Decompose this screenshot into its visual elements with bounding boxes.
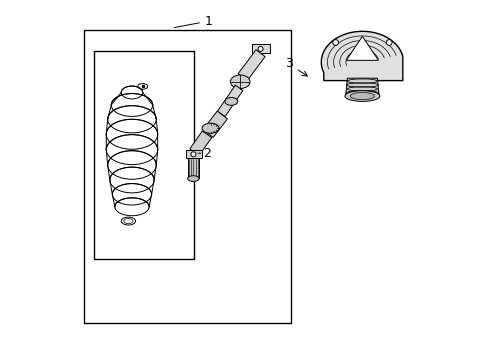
Polygon shape <box>203 111 227 138</box>
Circle shape <box>258 46 263 51</box>
Polygon shape <box>217 85 243 117</box>
Bar <box>83 30 290 323</box>
Ellipse shape <box>349 93 374 100</box>
Ellipse shape <box>230 75 249 89</box>
Text: 3: 3 <box>285 57 307 76</box>
Bar <box>94 51 194 258</box>
Ellipse shape <box>224 98 237 105</box>
Polygon shape <box>345 78 378 96</box>
Text: 1: 1 <box>174 14 212 28</box>
Ellipse shape <box>187 176 199 181</box>
Polygon shape <box>251 44 269 53</box>
Text: 2: 2 <box>198 147 211 160</box>
Polygon shape <box>185 150 201 158</box>
Polygon shape <box>188 158 198 178</box>
Circle shape <box>386 40 391 45</box>
Ellipse shape <box>344 91 379 102</box>
Polygon shape <box>346 36 378 60</box>
Circle shape <box>190 152 196 157</box>
Polygon shape <box>189 131 211 156</box>
Circle shape <box>332 40 338 45</box>
Polygon shape <box>321 31 402 81</box>
Ellipse shape <box>202 123 219 133</box>
Polygon shape <box>238 50 264 81</box>
